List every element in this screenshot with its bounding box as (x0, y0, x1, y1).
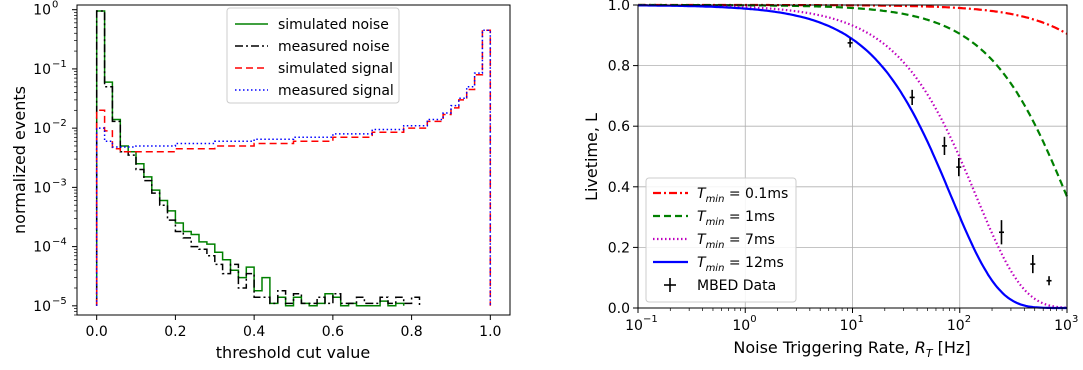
right-x-label-var: R (915, 338, 926, 357)
left-series-line (95, 29, 492, 306)
left-legend-label: simulated signal (278, 61, 393, 77)
left-x-tick-label: 1.0 (479, 324, 501, 340)
left-y-tick-label: 10 (33, 3, 51, 19)
right-legend-box (645, 177, 797, 303)
left-y-tick-label: 10 (33, 180, 51, 196)
left-legend-label: measured signal (278, 83, 394, 99)
right-y-tick-label: 0.0 (608, 301, 630, 317)
left-y-tick-exponent: −5 (52, 296, 67, 307)
right-data-points (847, 38, 1052, 286)
right-y-tick-label: 0.6 (608, 119, 630, 135)
left-legend-label: simulated noise (278, 17, 389, 33)
right-legend-label: Tmin = 7ms (697, 232, 775, 251)
right-x-axis-label: Noise Triggering Rate, RT [Hz] (733, 338, 970, 360)
right-x-label-suffix: [Hz] (933, 338, 971, 357)
right-y-tick-label: 0.4 (608, 180, 630, 196)
left-y-tick-label: 10 (33, 299, 51, 315)
right-x-tick-exponent: 2 (965, 314, 971, 325)
right-x-tick-exponent: 3 (1072, 314, 1078, 325)
left-x-tick-label: 0.0 (86, 324, 108, 340)
left-series-line (95, 10, 421, 306)
right-x-tick-exponent: −1 (643, 314, 658, 325)
right-y-ticks: 0.0 0.2 0.4 0.6 0.8 1.0 (608, 0, 638, 317)
left-legend: simulated noise measured noise simulated s… (226, 7, 400, 104)
left-y-tick-exponent: −1 (52, 59, 67, 70)
right-legend-label: Tmin = 12ms (697, 255, 784, 274)
left-plot-frame (76, 4, 511, 316)
left-y-tick-exponent: −2 (52, 118, 67, 129)
right-y-tick-label: 0.2 (608, 240, 630, 256)
right-x-label-prefix: Noise Triggering Rate, (733, 338, 914, 357)
right-x-tick-exponent: 0 (750, 314, 756, 325)
right-x-tick-label: 10 (947, 318, 965, 334)
right-y-axis-label: Livetime, L (582, 113, 601, 201)
right-model-curve (638, 4, 1068, 309)
left-x-tick-label: 0.2 (164, 324, 186, 340)
right-legend: Tmin = 0.1ms Tmin = 1ms Tmin = 7ms Tmin = 1… (645, 177, 797, 303)
right-model-curve (638, 4, 1067, 310)
right-x-tick-exponent: 1 (858, 314, 864, 325)
left-x-tick-label: 0.8 (400, 324, 422, 340)
left-y-tick-exponent: −4 (52, 237, 67, 248)
right-y-tick-label: 0.8 (608, 59, 630, 75)
left-legend-label: measured noise (278, 39, 390, 55)
left-x-axis-label: threshold cut value (216, 343, 370, 362)
left-y-axis-label: normalized events (10, 86, 29, 234)
right-x-tick-label: 10 (732, 318, 750, 334)
right-x-tick-label: 10 (1054, 318, 1072, 334)
left-y-tick-label: 10 (33, 121, 51, 137)
left-x-tick-label: 0.6 (322, 324, 344, 340)
left-y-tick-label: 10 (33, 240, 51, 256)
right-legend-label: Tmin = 0.1ms (697, 186, 788, 205)
right-legend-label: Tmin = 1ms (697, 209, 775, 228)
right-x-ticks: 10 −1 10 0 10 1 10 2 10 3 (625, 308, 1078, 334)
right-x-tick-label: 10 (840, 318, 858, 334)
left-legend-box (226, 7, 400, 104)
left-series-group (95, 10, 492, 307)
right-legend-label: MBED Data (697, 278, 776, 294)
left-x-tick-label: 0.4 (243, 324, 265, 340)
left-x-ticks: 0.0 0.2 0.4 0.6 0.8 1.0 (86, 315, 501, 340)
left-y-tick-label: 10 (33, 62, 51, 78)
right-chart: 10 −1 10 0 10 1 10 2 10 3 0.00.20.40.60.81.0 Nois… (582, 0, 1078, 360)
left-y-tick-exponent: −3 (52, 177, 67, 188)
right-x-tick-label: 10 (625, 318, 643, 334)
right-y-tick-label: 1.0 (608, 0, 630, 14)
left-y-tick-exponent: 0 (52, 0, 58, 11)
left-series-line (95, 29, 492, 306)
right-x-label-sub: T (926, 347, 934, 360)
